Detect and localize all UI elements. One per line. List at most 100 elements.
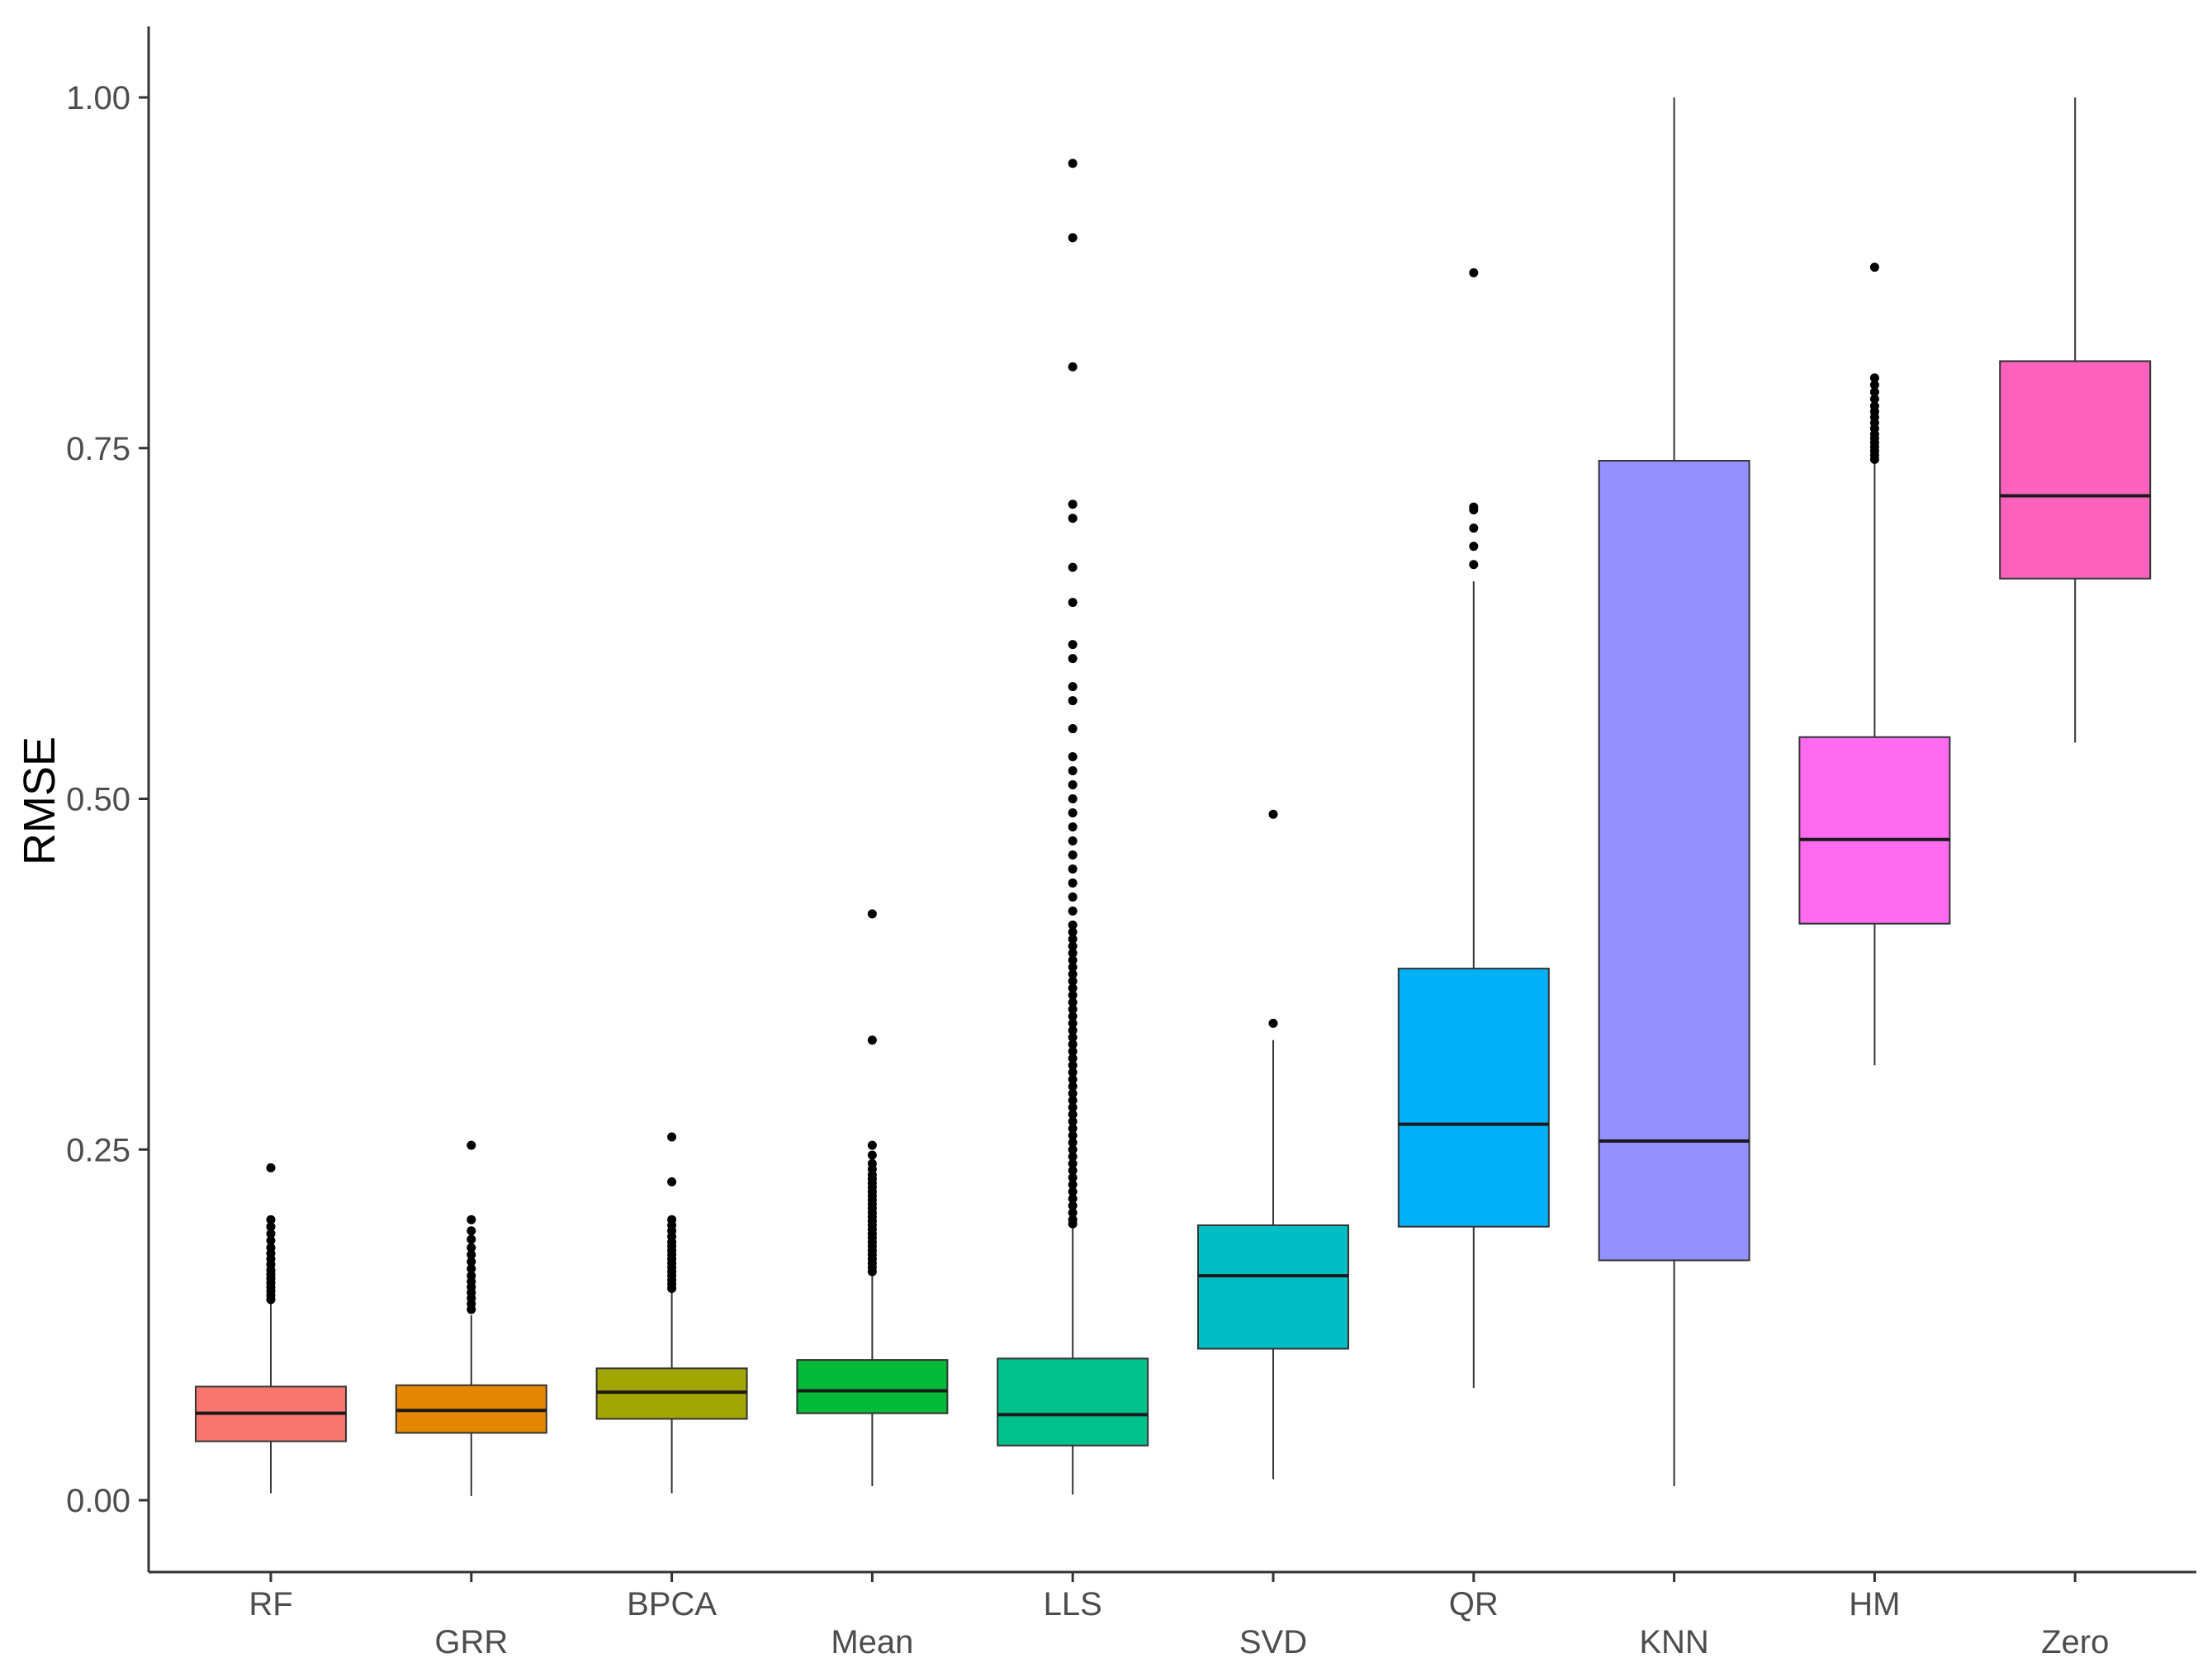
outlier-point <box>1068 1201 1078 1210</box>
y-tick-label: 0.25 <box>66 1132 130 1168</box>
outlier-point <box>1068 233 1078 243</box>
outlier-point <box>1068 1152 1078 1162</box>
outlier-point <box>667 1215 677 1224</box>
y-tick-label: 0.50 <box>66 782 130 818</box>
box-iqr <box>1598 460 1750 1262</box>
box-iqr <box>796 1359 949 1414</box>
outlier-point <box>1068 997 1078 1007</box>
outlier-point <box>266 1229 276 1238</box>
outlier-point <box>1068 1068 1078 1077</box>
boxes <box>195 97 2152 1496</box>
outlier-point <box>1068 807 1078 817</box>
outlier-point <box>1068 1208 1078 1218</box>
outlier-point <box>1068 1180 1078 1190</box>
box-hm <box>1798 263 1951 1066</box>
outlier-point <box>1068 1032 1078 1042</box>
outlier-point <box>1068 1074 1078 1084</box>
outlier-point <box>1068 562 1078 572</box>
outlier-point <box>467 1234 476 1244</box>
outlier-point <box>1469 560 1479 570</box>
outlier-point <box>467 1215 476 1224</box>
outlier-point <box>1068 1110 1078 1120</box>
outlier-point <box>1068 640 1078 650</box>
x-tick-label: GRR <box>434 1624 508 1660</box>
outlier-point <box>1068 724 1078 734</box>
outlier-point <box>667 1177 677 1186</box>
outlier-point <box>1068 864 1078 874</box>
box-iqr <box>997 1357 1149 1447</box>
outlier-point <box>1068 962 1078 972</box>
outlier-point <box>1469 268 1479 277</box>
outlier-point <box>1068 766 1078 776</box>
outlier-point <box>1068 941 1078 951</box>
box-svd <box>1197 809 1349 1480</box>
outlier-point <box>1068 1040 1078 1049</box>
outlier-point <box>1068 927 1078 937</box>
outlier-point <box>1068 1186 1078 1196</box>
box-rf <box>195 1163 347 1494</box>
outlier-point <box>1068 955 1078 965</box>
outlier-point <box>867 1035 877 1045</box>
outlier-point <box>1068 1060 1078 1070</box>
box-grr <box>395 1140 547 1496</box>
outlier-point <box>1068 990 1078 1000</box>
outlier-point <box>1068 598 1078 608</box>
outlier-point <box>1068 1018 1078 1028</box>
outlier-point <box>1469 523 1479 533</box>
outlier-point <box>467 1243 476 1253</box>
outlier-point <box>1068 794 1078 803</box>
outlier-point <box>266 1215 276 1224</box>
outlier-point <box>1068 1082 1078 1092</box>
outlier-point <box>1068 1130 1078 1140</box>
outlier-point <box>1068 1088 1078 1098</box>
box-iqr <box>1197 1224 1349 1350</box>
outlier-point <box>467 1226 476 1236</box>
y-tick-label: 0.00 <box>66 1483 130 1519</box>
outlier-point <box>1068 969 1078 979</box>
outlier-point <box>1068 752 1078 762</box>
outlier-point <box>1068 1124 1078 1134</box>
x-tick-label: BPCA <box>627 1586 717 1622</box>
outlier-point <box>266 1243 276 1253</box>
outlier-point <box>867 1150 877 1160</box>
outlier-point <box>1068 1054 1078 1063</box>
outlier-point <box>467 1257 476 1267</box>
outlier-point <box>867 1140 877 1150</box>
outlier-point <box>1869 394 1879 404</box>
outlier-point <box>467 1264 476 1274</box>
outlier-point <box>1068 1004 1078 1014</box>
outlier-point <box>1068 906 1078 916</box>
outlier-point <box>867 1158 877 1168</box>
outlier-point <box>1068 1215 1078 1224</box>
outlier-point <box>867 909 877 919</box>
outlier-point <box>1068 1025 1078 1035</box>
outlier-point <box>266 1222 276 1232</box>
outlier-point <box>1869 263 1879 272</box>
outlier-point <box>1068 1096 1078 1106</box>
outlier-point <box>1068 822 1078 831</box>
outlier-point <box>467 1271 476 1281</box>
outlier-point <box>1068 1172 1078 1182</box>
outlier-point <box>1068 878 1078 888</box>
outlier-point <box>1469 502 1479 512</box>
outlier-point <box>1068 696 1078 706</box>
box-mean <box>796 909 949 1487</box>
box-iqr <box>1798 736 1951 925</box>
outlier-point <box>1068 780 1078 790</box>
outlier-point <box>1068 1138 1078 1148</box>
box-lls <box>997 159 1149 1495</box>
x-tick-label: QR <box>1449 1586 1499 1622</box>
outlier-point <box>1869 380 1879 390</box>
outlier-point <box>1068 654 1078 664</box>
x-tick-label: Mean <box>831 1624 913 1660</box>
outlier-point <box>1068 934 1078 944</box>
x-tick-label: RF <box>249 1586 292 1622</box>
outlier-point <box>1068 1158 1078 1168</box>
outlier-point <box>1068 1102 1078 1112</box>
outlier-point <box>1068 500 1078 509</box>
outlier-point <box>1068 514 1078 523</box>
outlier-point <box>1068 948 1078 958</box>
x-tick-label: SVD <box>1239 1624 1307 1660</box>
outlier-point <box>1068 1166 1078 1176</box>
